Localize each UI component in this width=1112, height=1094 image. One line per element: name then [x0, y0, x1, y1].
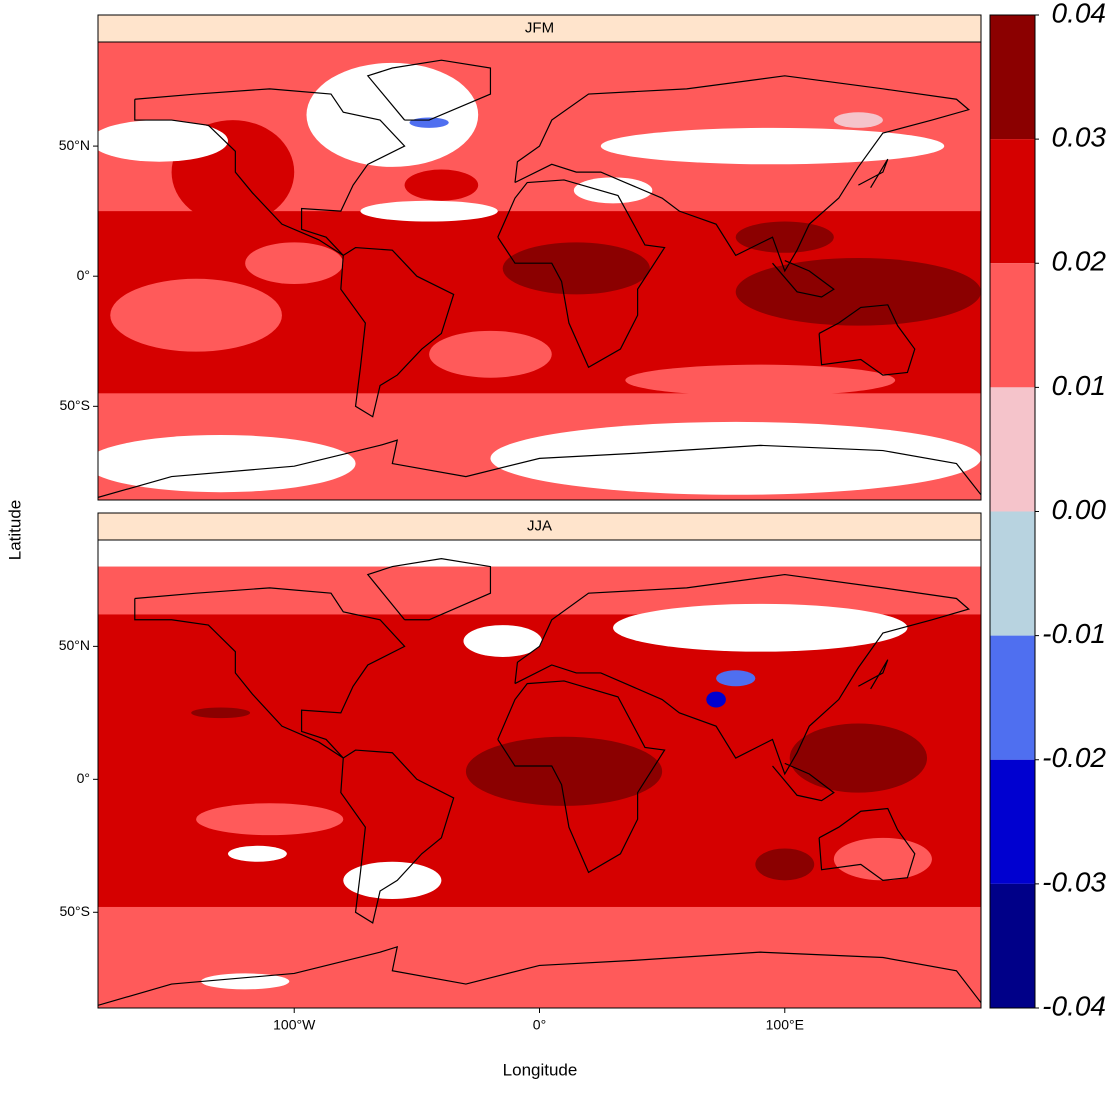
field-patch	[343, 861, 442, 899]
coastline	[340, 749, 455, 924]
y-tick-label: 50°N	[59, 637, 90, 653]
field-patch	[429, 330, 552, 378]
panel-title: JFM	[525, 19, 554, 36]
coastline	[497, 680, 666, 874]
y-axis-label: Latitude	[5, 500, 24, 561]
map	[98, 540, 981, 1008]
field-patch	[735, 221, 834, 253]
colorbar-label: -0.01	[1042, 618, 1106, 649]
coastline	[340, 246, 455, 418]
field-patch	[409, 117, 449, 128]
coastline	[98, 439, 981, 498]
field-patch	[502, 242, 650, 295]
coastline	[818, 807, 916, 881]
field-patch	[465, 736, 663, 806]
map	[98, 42, 981, 500]
coastline	[497, 179, 666, 369]
field-patch	[833, 112, 883, 128]
field-patch	[245, 242, 344, 285]
coastline	[514, 75, 970, 273]
coastline	[818, 304, 916, 376]
y-tick-label: 50°S	[59, 397, 90, 413]
field-patch	[98, 434, 356, 493]
colorbar-bin	[990, 883, 1035, 1008]
field-patch	[613, 211, 761, 238]
y-tick-label: 50°S	[59, 903, 90, 919]
coastline	[366, 59, 492, 121]
coastline	[858, 158, 889, 189]
colorbar-bin	[990, 263, 1035, 388]
colorbar-label: 0.01	[1052, 370, 1107, 401]
field-patch	[613, 603, 908, 652]
x-tick-label: 100°W	[273, 1017, 316, 1033]
colorbar-bin	[990, 15, 1035, 140]
y-tick-label: 0°	[77, 770, 90, 786]
coastline	[134, 587, 406, 759]
coastline	[858, 659, 889, 690]
x-axis-label: Longitude	[503, 1060, 578, 1079]
colorbar-bin	[990, 511, 1035, 636]
coastline	[134, 88, 406, 256]
colorbar-label: -0.04	[1042, 990, 1106, 1021]
x-tick-label: 0°	[533, 1017, 546, 1033]
field-patch	[404, 169, 479, 201]
panel-title: JJA	[527, 517, 552, 534]
field-patch	[360, 200, 498, 222]
coastline	[772, 260, 835, 298]
colorbar-label: -0.02	[1042, 742, 1106, 773]
field-patch	[98, 120, 228, 162]
map-frame	[97, 41, 982, 501]
coastline	[514, 573, 970, 776]
field-band	[98, 906, 981, 1008]
field-patch	[716, 670, 756, 687]
field-band	[98, 540, 981, 567]
coastline	[772, 762, 835, 802]
y-tick-label: 0°	[77, 267, 90, 283]
colorbar-label: 0.03	[1052, 122, 1107, 153]
field-patch	[789, 723, 928, 793]
field-patch	[227, 845, 287, 862]
coastline	[98, 945, 981, 1006]
field-patch	[196, 803, 344, 836]
field-patch	[191, 707, 251, 719]
coastline	[366, 558, 492, 621]
colorbar-label: -0.03	[1042, 866, 1106, 897]
field-patch	[306, 62, 479, 167]
field-patch	[110, 278, 282, 352]
field-patch	[735, 257, 981, 326]
colorbar-bin	[990, 635, 1035, 760]
x-tick-label: 100°E	[766, 1017, 804, 1033]
panel-strip	[97, 512, 982, 541]
colorbar-bin	[990, 387, 1035, 512]
field-patch	[490, 421, 981, 495]
field-patch	[600, 127, 945, 165]
panel-strip	[97, 14, 982, 43]
field-patch	[463, 625, 542, 657]
field-patch	[706, 691, 726, 708]
field-patch	[625, 364, 896, 396]
colorbar-bin	[990, 139, 1035, 264]
colorbar-label: 0.04	[1052, 0, 1107, 28]
field-patch	[833, 837, 932, 881]
field-band	[98, 566, 981, 615]
colorbar-bin	[990, 759, 1035, 884]
field-patch	[573, 177, 653, 204]
field-patch	[201, 973, 290, 990]
y-tick-label: 50°N	[59, 137, 90, 153]
colorbar-label: 0.00	[1052, 494, 1107, 525]
colorbar-label: 0.02	[1052, 246, 1107, 277]
field-patch	[755, 848, 815, 881]
